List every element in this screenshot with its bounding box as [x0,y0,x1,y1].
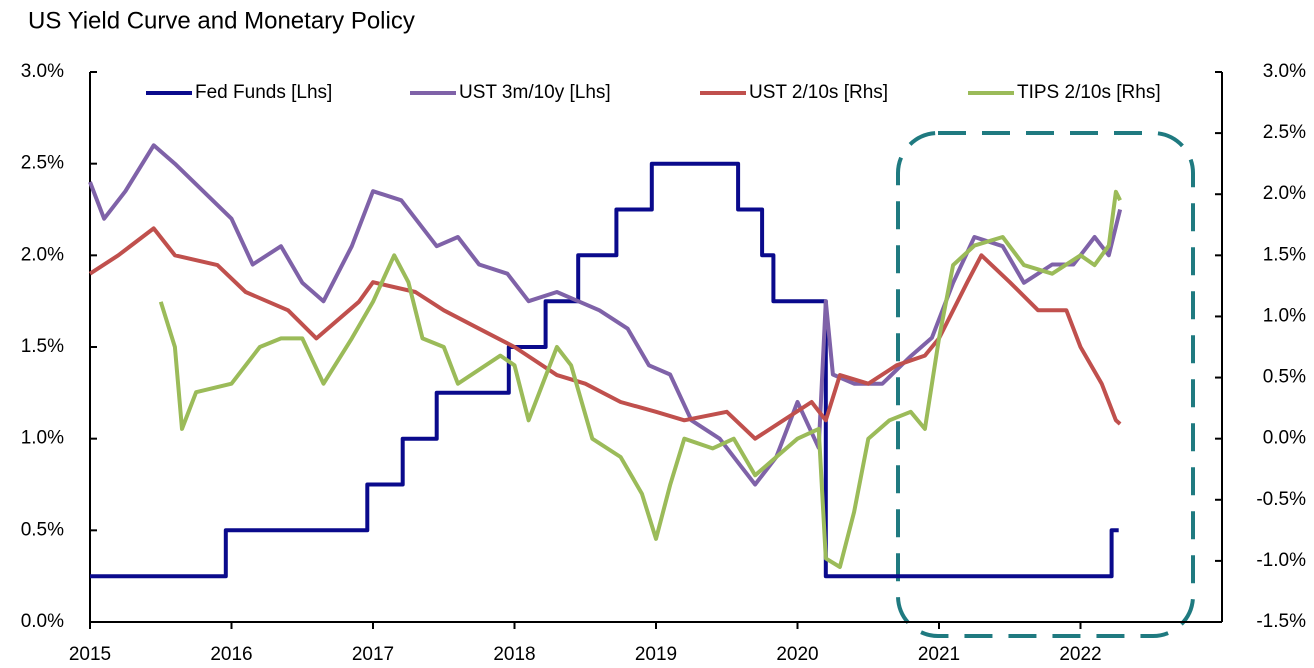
y2-tick-label: -0.5% [1256,489,1306,510]
y-tick-label: 3.0% [21,61,64,82]
y2-tick-label: -1.0% [1256,550,1306,571]
chart-title: US Yield Curve and Monetary Policy [28,7,415,34]
y2-tick-label: 0.0% [1263,428,1306,449]
y-tick-label: 1.5% [21,336,64,357]
legend-label: UST 2/10s [Rhs] [749,82,888,103]
x-tick-label: 2017 [352,644,394,665]
x-tick-label: 2015 [69,644,111,665]
legend-label: UST 3m/10y [Lhs] [459,82,611,103]
x-tick-label: 2021 [918,644,960,665]
y2-tick-label: 1.0% [1263,305,1306,326]
y-tick-label: 0.5% [21,519,64,540]
y2-tick-label: 3.0% [1263,61,1306,82]
series-line [90,161,1119,579]
x-tick-label: 2022 [1059,644,1101,665]
y-tick-label: 2.5% [21,153,64,174]
y-tick-label: 2.0% [21,244,64,265]
y-tick-label: 1.0% [21,428,64,449]
series-line [88,143,1123,487]
legend-label: Fed Funds [Lhs] [195,82,332,103]
x-tick-label: 2016 [210,644,252,665]
y2-tick-label: 1.5% [1263,244,1306,265]
series-line [88,226,1122,441]
y2-tick-label: 0.5% [1263,367,1306,388]
y2-tick-label: -1.5% [1256,611,1306,632]
highlight-box [896,131,1195,638]
y-tick-label: 0.0% [21,611,64,632]
x-tick-label: 2020 [776,644,818,665]
y2-tick-label: 2.5% [1263,122,1306,143]
x-tick-label: 2018 [493,644,535,665]
series-line [158,189,1122,569]
y2-tick-label: 2.0% [1263,183,1306,204]
x-tick-label: 2019 [635,644,677,665]
legend-label: TIPS 2/10s [Rhs] [1017,82,1161,103]
